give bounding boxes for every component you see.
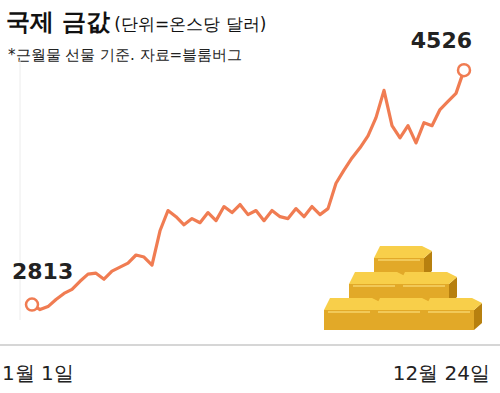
price-line — [32, 70, 464, 309]
title-line: 국제 금값(단위=온스당 달러) — [6, 8, 266, 36]
plot-area — [26, 64, 470, 310]
gold-bar-top — [324, 298, 382, 310]
gold-bar-top — [399, 272, 457, 284]
gold-bar-shine — [328, 311, 370, 313]
data-label: 4526 — [411, 28, 472, 53]
end-marker — [26, 299, 38, 311]
gold-bar-shine — [428, 311, 470, 313]
gold-bar-front — [324, 310, 374, 330]
note: *근월물 선물 기준. 자료=블룸버그 — [8, 46, 242, 64]
gold-bar-shine — [378, 311, 420, 313]
gold-bar-top — [374, 246, 432, 258]
title: 국제 금값 — [6, 8, 110, 36]
gold-bar-top — [349, 272, 407, 284]
data-label: 2813 — [12, 259, 73, 284]
x-tick-label: 12월 24일 — [393, 361, 490, 385]
subtitle: (단위=온스당 달러) — [114, 14, 266, 34]
end-marker — [458, 64, 470, 76]
gold-bar-front — [424, 310, 474, 330]
gold-bars-icon — [324, 246, 482, 330]
chart: 국제 금값(단위=온스당 달러) *근월물 선물 기준. 자료=블룸버그 2813 4… — [0, 0, 500, 393]
gold-bar-front — [374, 310, 424, 330]
gold-bar-shine — [378, 259, 420, 261]
gold-bar-shine — [353, 285, 395, 287]
x-tick-label: 1월 1일 — [2, 361, 74, 385]
gold-bar-top — [374, 298, 432, 310]
baseline — [0, 344, 500, 346]
gold-bar-shine — [403, 285, 445, 287]
gold-bar-top — [424, 298, 482, 310]
